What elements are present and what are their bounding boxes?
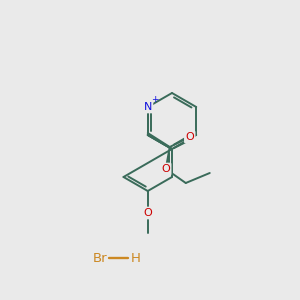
Text: Br: Br <box>93 251 107 265</box>
Text: O: O <box>161 164 170 174</box>
Text: +: + <box>152 95 159 104</box>
Text: H: H <box>131 251 141 265</box>
Text: O: O <box>143 208 152 218</box>
Text: N: N <box>144 102 152 112</box>
Text: O: O <box>185 132 194 142</box>
